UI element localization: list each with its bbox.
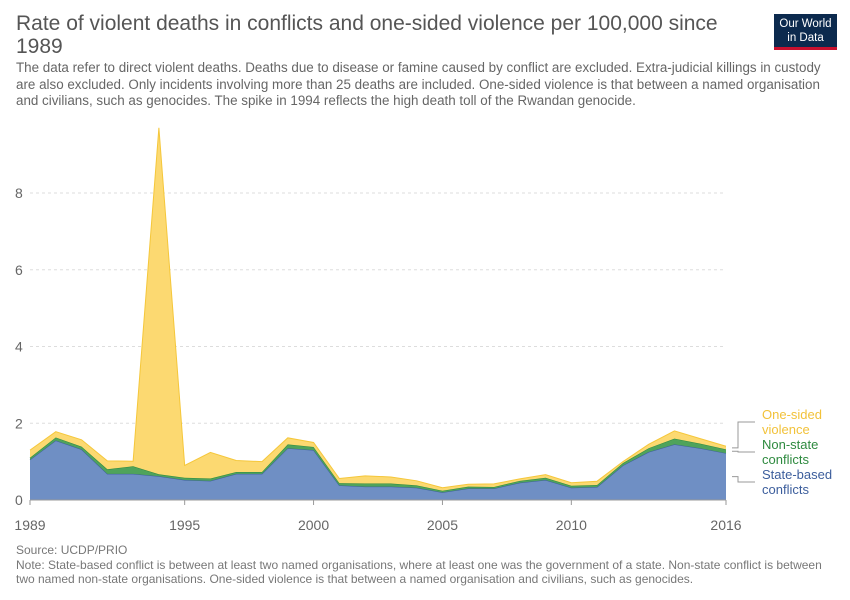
logo-line-1: Our World xyxy=(779,18,832,30)
legend-connector xyxy=(732,421,755,449)
chart-title: Rate of violent deaths in conflicts and … xyxy=(16,12,718,58)
area-one-sided-violence[interactable] xyxy=(30,127,726,491)
chart-subtitle: The data refer to direct violent deaths.… xyxy=(16,60,821,108)
area-state-based-conflicts[interactable] xyxy=(30,440,726,500)
methodology-note: Note: State-based conflict is between at… xyxy=(16,557,822,587)
y-tick-label: 0 xyxy=(15,492,23,508)
legend-label: conflicts xyxy=(762,482,809,497)
x-tick-label: 2010 xyxy=(556,517,587,533)
axes: 0 2 4 6 8 1989 1995 2000 2005 2010 2016 xyxy=(14,185,741,533)
legend-label: One-sided xyxy=(762,407,822,422)
stacked-area-chart: 0 2 4 6 8 1989 1995 2000 2005 2010 2016 One-sidedv… xyxy=(14,127,832,533)
legend-label: State-based xyxy=(762,467,832,482)
x-tick-label: 2016 xyxy=(710,517,741,533)
series-areas xyxy=(29,127,727,500)
legend-label: Non-state xyxy=(762,437,818,452)
series-line xyxy=(29,127,727,489)
legend-label: violence xyxy=(762,422,810,437)
x-tick-label: 2005 xyxy=(427,517,458,533)
y-tick-label: 6 xyxy=(15,262,23,278)
y-tick-label: 2 xyxy=(15,415,23,431)
logo-line-2: in Data xyxy=(787,32,824,44)
y-tick-label: 4 xyxy=(15,339,23,355)
legend-connector xyxy=(732,476,755,483)
our-world-in-data-logo[interactable]: Our World in Data xyxy=(774,14,837,50)
legend-connector xyxy=(732,450,755,453)
x-tick-label: 1989 xyxy=(14,517,45,533)
x-tick-label: 1995 xyxy=(169,517,200,533)
legend-label: conflicts xyxy=(762,452,809,467)
chart-footer: Source: UCDP/PRIO Note: State-based conf… xyxy=(16,543,836,587)
x-tick-label: 2000 xyxy=(298,517,329,533)
y-tick-label: 8 xyxy=(15,185,23,201)
source-note: Source: UCDP/PRIO xyxy=(16,543,128,557)
grid-lines xyxy=(30,192,726,424)
legend: One-sidedviolenceNon-stateconflictsState… xyxy=(732,407,832,497)
